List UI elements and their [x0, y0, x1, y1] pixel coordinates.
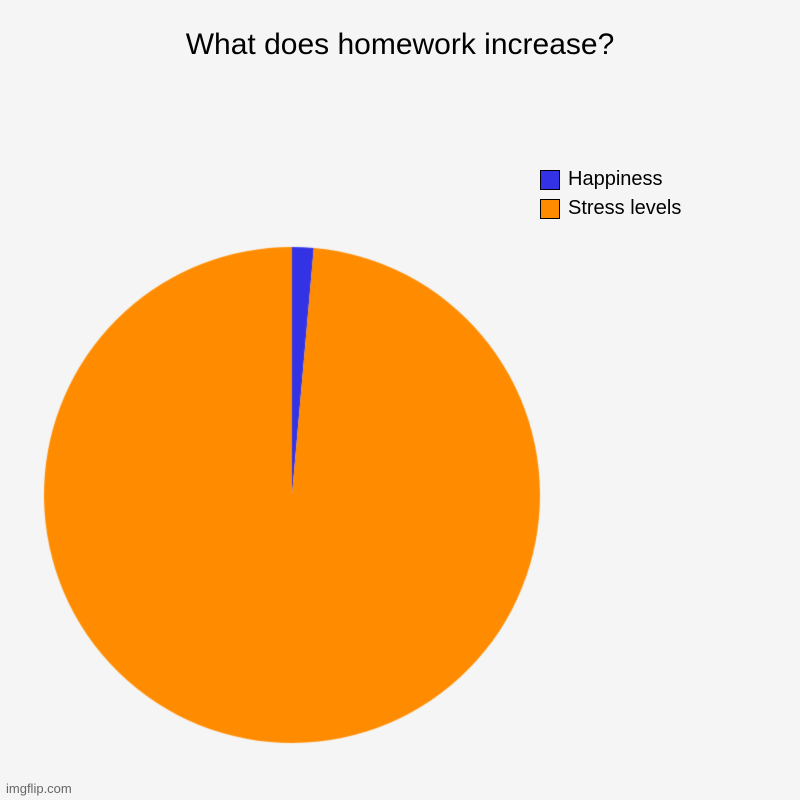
legend-item: Happiness: [540, 168, 681, 191]
legend: Happiness Stress levels: [540, 168, 681, 226]
pie-chart-canvas: [0, 0, 800, 800]
chart-title: What does homework increase?: [0, 28, 800, 62]
legend-swatch-stress: [540, 199, 560, 219]
legend-label: Happiness: [568, 168, 663, 191]
legend-swatch-happiness: [540, 170, 560, 190]
watermark: imgflip.com: [6, 781, 72, 796]
legend-label: Stress levels: [568, 197, 681, 220]
legend-item: Stress levels: [540, 197, 681, 220]
